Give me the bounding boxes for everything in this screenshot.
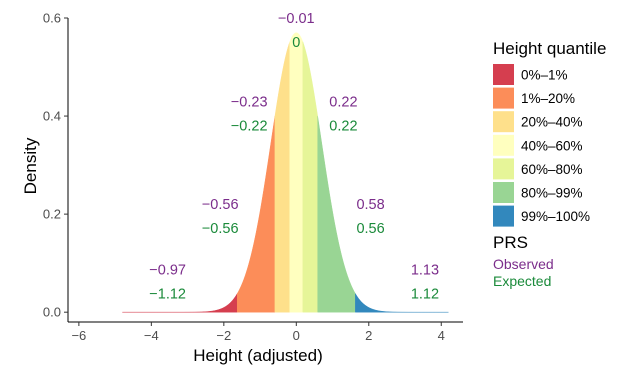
area-7 bbox=[355, 292, 449, 313]
x-tick-label: −6 bbox=[71, 328, 86, 343]
expected-label: 1.12 bbox=[411, 286, 439, 302]
observed-label: −0.56 bbox=[202, 197, 239, 213]
legend-swatch bbox=[493, 205, 514, 227]
x-tick-label: 0 bbox=[293, 328, 300, 343]
legend-label: 1%–20% bbox=[521, 91, 575, 106]
y-tick-label: 0.4 bbox=[43, 109, 61, 124]
legend-title: Height quantile bbox=[493, 39, 606, 58]
expected-label: −0.22 bbox=[231, 118, 268, 134]
axes: −6 −4 −2 0 2 4 0.0 0.2 0.4 0.6 bbox=[43, 11, 463, 343]
area-6 bbox=[317, 116, 356, 313]
observed-label: 0.58 bbox=[356, 197, 384, 213]
area-5 bbox=[302, 41, 318, 313]
observed-label: 1.13 bbox=[411, 262, 439, 278]
x-axis-title: Height (adjusted) bbox=[193, 346, 322, 365]
area-2 bbox=[236, 116, 276, 313]
prs-legend-item: Observed bbox=[493, 256, 554, 272]
x-tick-label: −4 bbox=[144, 328, 159, 343]
y-tick-label: 0.6 bbox=[43, 11, 61, 26]
legend-label: 40%–60% bbox=[521, 138, 583, 153]
prs-annotations: −0.97 −1.12 −0.56 −0.56 −0.23 −0.22 −0.01 0 0.22… bbox=[149, 11, 439, 303]
observed-label: −0.23 bbox=[231, 94, 268, 110]
y-axis-title: Density bbox=[21, 137, 40, 194]
legend-swatch bbox=[493, 64, 514, 85]
expected-label: 0.56 bbox=[356, 221, 384, 237]
expected-label: −1.12 bbox=[149, 286, 186, 302]
area-4 bbox=[289, 32, 304, 313]
quantile-areas bbox=[122, 32, 449, 313]
area-3 bbox=[274, 41, 291, 313]
legend-label: 80%–99% bbox=[521, 186, 583, 201]
expected-label: 0.22 bbox=[329, 118, 357, 134]
legend-label: 60%–80% bbox=[521, 162, 583, 177]
observed-label: −0.97 bbox=[149, 262, 186, 278]
legend: Height quantile 0%–1% 1%–20% 20%–40% 40%–60%… bbox=[493, 39, 606, 289]
legend-label: 99%–100% bbox=[521, 209, 590, 224]
expected-label: −0.56 bbox=[202, 221, 239, 237]
observed-label: 0.22 bbox=[329, 94, 357, 110]
x-tick-label: −2 bbox=[216, 328, 231, 343]
legend-swatch bbox=[493, 111, 514, 133]
x-tick-label: 4 bbox=[438, 328, 445, 343]
prs-legend-title: PRS bbox=[493, 233, 528, 252]
legend-swatch bbox=[493, 134, 514, 156]
area-1 bbox=[122, 292, 238, 313]
prs-legend-item: Expected bbox=[493, 273, 551, 289]
y-tick-label: 0.2 bbox=[43, 207, 61, 222]
legend-label: 0%–1% bbox=[521, 68, 568, 83]
legend-swatch bbox=[493, 87, 514, 109]
observed-label: −0.01 bbox=[278, 11, 315, 27]
legend-swatch bbox=[493, 182, 514, 203]
x-tick-label: 2 bbox=[365, 328, 372, 343]
legend-label: 20%–40% bbox=[521, 115, 583, 130]
expected-label: 0 bbox=[292, 35, 300, 51]
y-tick-label: 0.0 bbox=[43, 305, 61, 320]
legend-swatch bbox=[493, 158, 514, 180]
